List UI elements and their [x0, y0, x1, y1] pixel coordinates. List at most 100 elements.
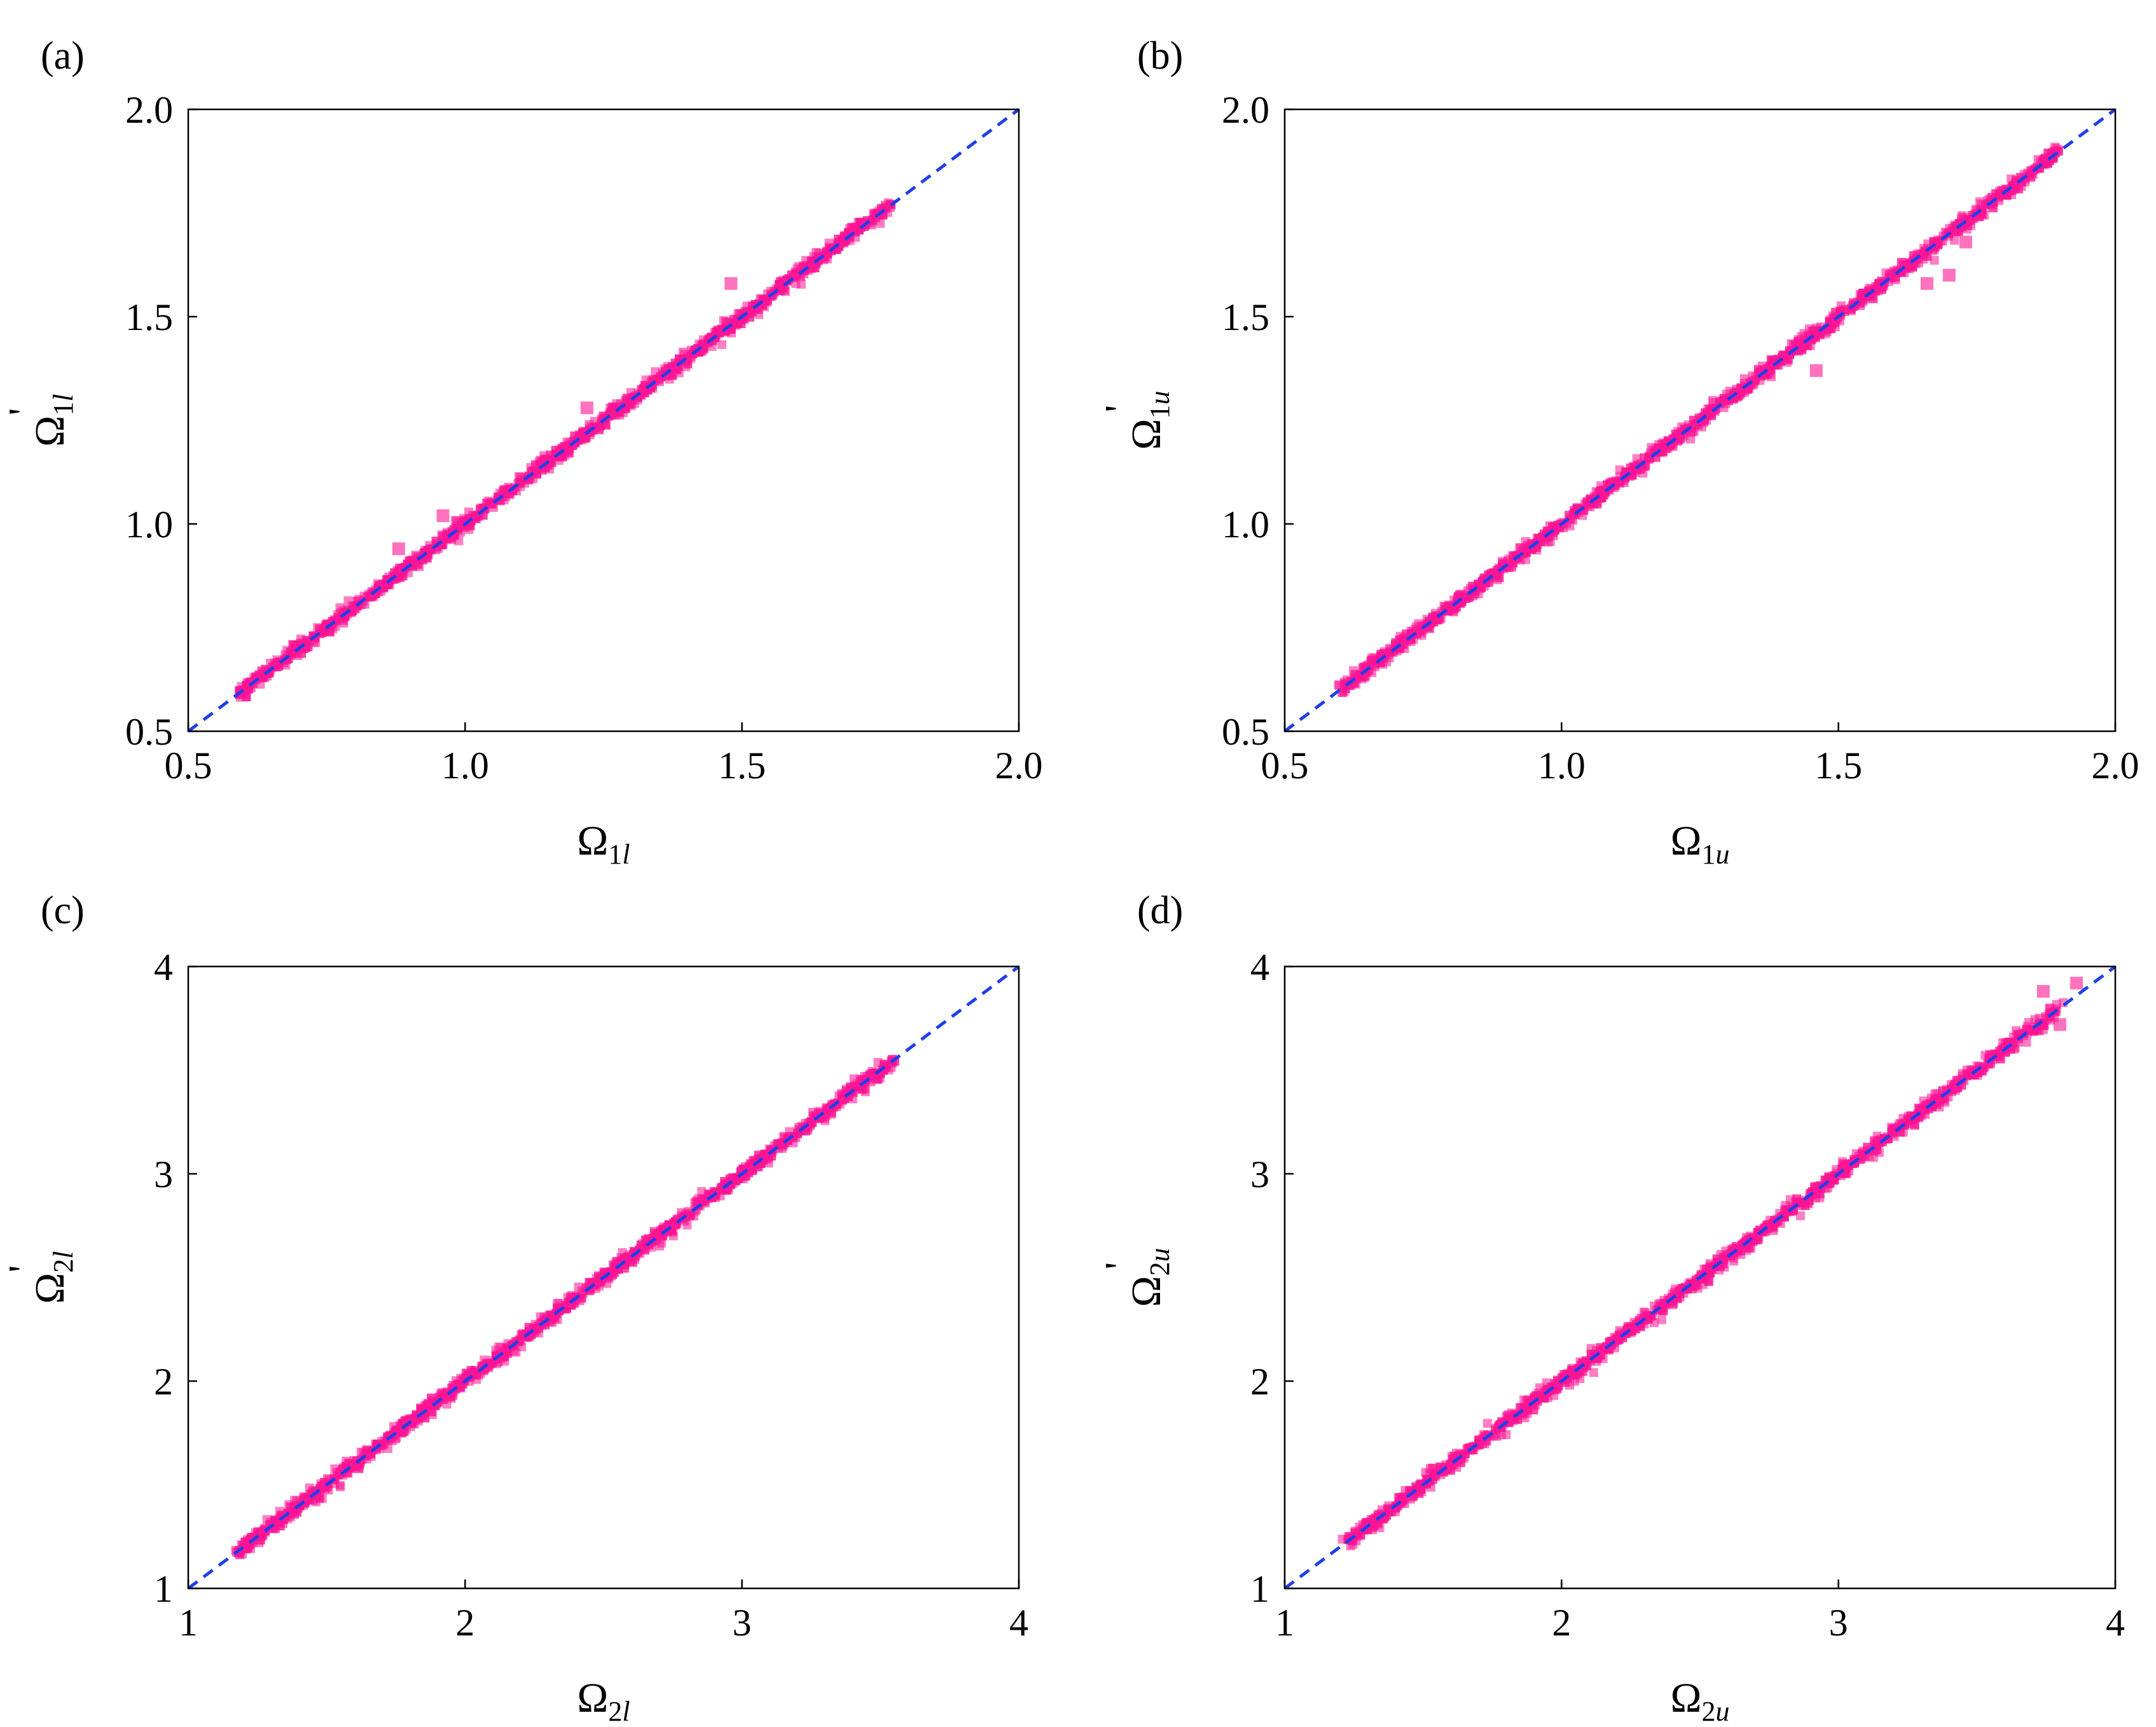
scatter-point — [303, 642, 313, 652]
scatter-point — [1474, 1440, 1484, 1450]
scatter-point — [558, 443, 567, 453]
scatter-point — [343, 596, 353, 605]
scatter-point — [808, 1118, 817, 1127]
scatter-point — [775, 1139, 785, 1148]
scatter-point — [1465, 593, 1474, 602]
scatter-point — [1482, 1419, 1492, 1428]
scatter-point — [1923, 252, 1932, 261]
plot-frame — [1283, 965, 2117, 1590]
panel-label: (d) — [1137, 889, 1183, 932]
scatter-point — [1751, 1234, 1760, 1244]
scatter-point — [1962, 1070, 1972, 1079]
y-tick-label: 2.0 — [125, 89, 173, 131]
scatter-point — [558, 452, 567, 462]
scatter-point — [1431, 1468, 1441, 1478]
reference-line — [1283, 965, 2117, 1590]
scatter-point — [315, 624, 324, 633]
scatter-point-outlier — [1942, 268, 1956, 282]
x-tick-label: 2.0 — [2092, 745, 2139, 787]
y-tick-label: 3 — [1250, 1153, 1269, 1195]
scatter-point-outlier — [436, 509, 450, 522]
scatter-point — [1858, 291, 1868, 300]
scatter-point — [1930, 256, 1939, 265]
panel-b: (b) 0.5 1.0 1.5 2.0 0.5 1.0 1.5 2.0 Ω1u Ω1u' — [1096, 34, 2139, 870]
plot-frame — [187, 965, 1020, 1590]
scatter-point — [1869, 294, 1878, 303]
scatter-point — [577, 1293, 586, 1303]
y-tick-label: 0.5 — [1222, 711, 1269, 753]
scatter-point — [501, 488, 510, 497]
scatter-point — [1705, 1269, 1715, 1278]
x-tick-label: 1.5 — [1814, 745, 1862, 787]
panel-a: (a) 0.5 1.0 1.5 2.0 0.5 1.0 1.5 2.0 Ω1l Ω1l' — [0, 34, 1043, 870]
scatter-point — [427, 1407, 437, 1417]
scatter-point — [852, 225, 861, 235]
scatter-point — [1455, 590, 1465, 600]
scatter-point — [574, 1283, 583, 1292]
panel-label: (b) — [1137, 34, 1183, 78]
scatter-point — [1792, 1197, 1801, 1206]
scatter-point — [1842, 1160, 1851, 1170]
scatter-point — [774, 280, 784, 289]
scatter-point — [2025, 1026, 2035, 1035]
x-tick-label: 1.5 — [718, 745, 766, 787]
y-tick-label: 1.5 — [125, 296, 173, 338]
scatter-point — [1795, 1211, 1805, 1221]
scatter-point-outlier — [2036, 985, 2050, 998]
scatter-point — [1657, 1315, 1666, 1324]
x-tick-label: 3 — [1829, 1602, 1848, 1644]
scatter-point — [1597, 493, 1607, 502]
y-tick-label: 2.0 — [1222, 89, 1269, 131]
scatter-point — [1350, 1528, 1360, 1538]
x-tick-label: 4 — [1009, 1602, 1028, 1644]
scatter-point — [2040, 153, 2050, 163]
reference-line — [187, 107, 1020, 733]
y-tick-label: 1.0 — [125, 504, 173, 546]
scatter-point — [1581, 1361, 1591, 1371]
scatter-point — [1502, 1430, 1511, 1440]
scatter-point — [347, 606, 357, 616]
x-axis-label: Ω1u — [1670, 818, 1729, 870]
panel-d: (d) 1 2 3 4 1 2 3 4 Ω2u Ω2u' — [1096, 889, 2125, 1727]
scatter-point — [762, 296, 771, 306]
x-axis-label: Ω2l — [577, 1675, 630, 1727]
y-axis-label: Ω2u' — [1096, 1248, 1175, 1307]
y-tick-label: 1 — [154, 1568, 173, 1610]
y-tick-label: 2 — [1250, 1361, 1269, 1403]
scatter-point — [1589, 1368, 1598, 1377]
y-tick-label: 4 — [154, 946, 173, 988]
y-tick-label: 1 — [1250, 1568, 1269, 1610]
scatter-point — [827, 1108, 836, 1117]
x-tick-label: 2 — [1552, 1602, 1571, 1644]
x-tick-label: 0.5 — [1261, 745, 1309, 787]
scatter-point-outlier — [1959, 235, 1972, 249]
x-tick-label: 2.0 — [995, 745, 1043, 787]
scatter-point — [1553, 520, 1563, 530]
panel-label: (a) — [41, 34, 85, 78]
scatter-point — [446, 1392, 455, 1401]
scatter-point — [287, 649, 297, 659]
scatter-point — [796, 272, 805, 281]
scatter-point — [747, 1160, 757, 1169]
scatter-point — [612, 1256, 621, 1266]
reference-line — [187, 965, 1020, 1590]
scatter-point — [682, 1220, 692, 1230]
y-tick-label: 1.5 — [1222, 296, 1269, 338]
scatter-point — [567, 1300, 576, 1310]
x-tick-label: 3 — [733, 1602, 752, 1644]
scatter-point — [1891, 273, 1900, 282]
x-axis-label: Ω1l — [577, 818, 630, 870]
svg-text:Ω2u': Ω2u' — [1096, 1248, 1175, 1307]
scatter-point — [1720, 396, 1729, 405]
x-tick-label: 1 — [179, 1602, 198, 1644]
scatter-point — [1643, 1315, 1653, 1324]
y-tick-label: 2 — [154, 1361, 173, 1403]
svg-text:Ω1u': Ω1u' — [1096, 390, 1175, 450]
x-tick-label: 1.0 — [1538, 745, 1586, 787]
svg-text:Ω2l': Ω2l' — [0, 1251, 79, 1304]
y-tick-label: 1.0 — [1222, 504, 1269, 546]
y-tick-label: 0.5 — [125, 711, 173, 753]
scatter-point — [364, 592, 374, 602]
scatter-point — [700, 1194, 710, 1204]
